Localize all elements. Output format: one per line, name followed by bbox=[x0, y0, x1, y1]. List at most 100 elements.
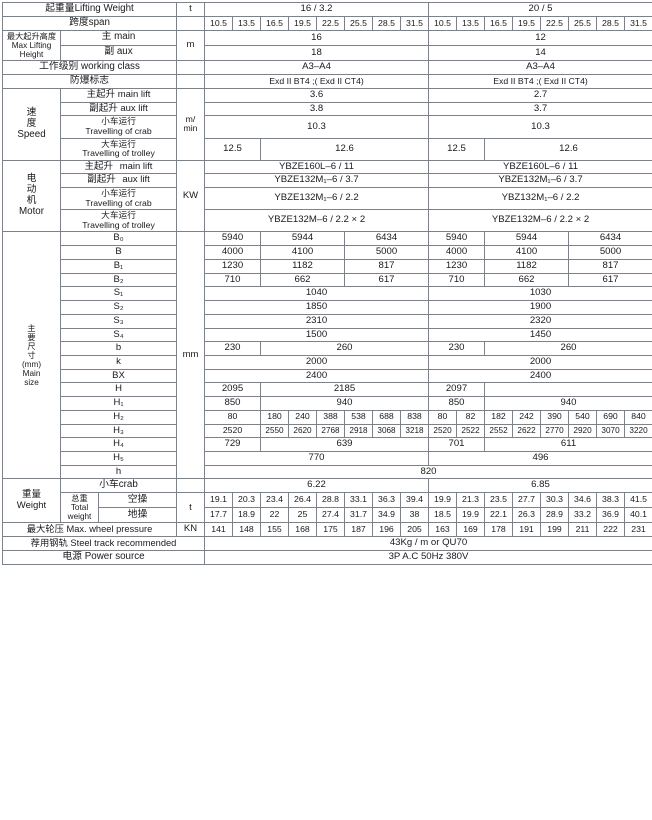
unit-crab bbox=[177, 479, 205, 493]
table-row-motor-aux-lift: 副起升 aux lift YBZE132M₁–6 / 3.7 YBZE132M₁… bbox=[3, 174, 652, 188]
value-H-a1: 2095 bbox=[205, 383, 261, 397]
value-H5-b: 496 bbox=[429, 451, 652, 465]
value-B2-a3: 617 bbox=[345, 273, 429, 287]
span-value: 13.5 bbox=[457, 16, 485, 30]
value-wheel-pressure: 187 bbox=[345, 523, 373, 537]
label-max-lifting-height-cn: 最大起升高度 bbox=[3, 32, 60, 41]
value-weight-empty: 30.3 bbox=[541, 493, 569, 508]
label-steel-track: 荐用钢轨 Steel track recommended bbox=[3, 537, 205, 551]
value-B0-a1: 5940 bbox=[205, 232, 261, 246]
value-weight-ground: 18.5 bbox=[429, 508, 457, 523]
value-wheel-pressure: 148 bbox=[233, 523, 261, 537]
value-wheel-pressure: 163 bbox=[429, 523, 457, 537]
value-working-class-b: A3–A4 bbox=[429, 60, 652, 74]
label-wheel-pressure: 最大轮压 Max. wheel pressure bbox=[3, 523, 177, 537]
value-H-b1: 2097 bbox=[429, 383, 485, 397]
value-motor-main-a: YBZE160L–6 / 11 bbox=[205, 160, 429, 174]
label-motor-en: Motor bbox=[3, 207, 60, 218]
label-main-size-mm: (mm) bbox=[3, 360, 60, 369]
value-H2: 80 bbox=[429, 410, 457, 424]
value-H3: 3220 bbox=[625, 424, 652, 438]
value-weight-ground: 34.9 bbox=[373, 508, 401, 523]
value-H3: 2622 bbox=[513, 424, 541, 438]
value-weight-ground: 33.2 bbox=[569, 508, 597, 523]
value-h: 820 bbox=[205, 465, 652, 479]
value-H2: 80 bbox=[205, 410, 261, 424]
table-row-steel-track: 荐用钢轨 Steel track recommended 43Kg / m or… bbox=[3, 537, 652, 551]
value-speed-main-b: 2.7 bbox=[429, 88, 652, 102]
value-weight-empty: 23.4 bbox=[261, 493, 289, 508]
label-dim-S4: S₄ bbox=[61, 328, 177, 342]
label-motor-main-cn: 主起升 bbox=[85, 161, 114, 172]
label-main-size-cn1: 主 bbox=[3, 324, 60, 333]
value-H3: 2920 bbox=[569, 424, 597, 438]
value-wheel-pressure: 155 bbox=[261, 523, 289, 537]
value-B1-b1: 1230 bbox=[429, 259, 485, 273]
unit-working-class bbox=[177, 60, 205, 74]
table-row-H3: H₃ 2520 2550 2620 2768 2918 3068 3218 25… bbox=[3, 424, 652, 438]
value-S2-b: 1900 bbox=[429, 301, 652, 315]
unit-mm: mm bbox=[177, 232, 205, 479]
label-speed-trolley-en: Travelling of trolley bbox=[61, 149, 176, 159]
label-dim-H3: H₃ bbox=[61, 424, 177, 438]
value-weight-empty: 34.6 bbox=[569, 493, 597, 508]
value-B1-a1: 1230 bbox=[205, 259, 261, 273]
table-row-ex-mark: 防爆标志 Exd II BT4 ;( Exd II CT4) Exd II BT… bbox=[3, 74, 652, 88]
label-motor-trolley-en: Travelling of trolley bbox=[61, 221, 176, 231]
unit-weight-t: t bbox=[177, 493, 205, 523]
value-H2: 840 bbox=[625, 410, 652, 424]
table-row-S1: S₁ 1040 1030 bbox=[3, 287, 652, 301]
value-H2: 390 bbox=[541, 410, 569, 424]
value-weight-empty: 19.9 bbox=[429, 493, 457, 508]
label-speed-trolley: 大车运行 Travelling of trolley bbox=[61, 138, 177, 160]
label-speed-aux-lift: 副起升 aux lift bbox=[61, 102, 177, 116]
value-H1-b2: 940 bbox=[485, 397, 652, 411]
value-weight-ground: 19.9 bbox=[457, 508, 485, 523]
value-S1-a: 1040 bbox=[205, 287, 429, 301]
table-row-max-height-aux: 副 aux 18 14 bbox=[3, 45, 652, 60]
value-B2-b3: 617 bbox=[569, 273, 652, 287]
value-power-source: 3P A.C 50Hz 380V bbox=[205, 550, 652, 564]
span-value: 10.5 bbox=[205, 16, 233, 30]
value-BX-b: 2400 bbox=[429, 369, 652, 383]
value-weight-ground: 31.7 bbox=[345, 508, 373, 523]
label-weight: 重量 Weight bbox=[3, 479, 61, 523]
table-row-B1: B₁ 1230 1182 817 1230 1182 817 bbox=[3, 259, 652, 273]
table-row-B0: 主 要 尺 寸 (mm) Main size B₀ mm 5940 5944 6… bbox=[3, 232, 652, 246]
label-dim-H: H bbox=[61, 383, 177, 397]
label-motor-crab-en: Travelling of crab bbox=[61, 199, 176, 209]
table-row-H1: H₁ 850 940 850 940 bbox=[3, 397, 652, 411]
label-speed-crab-en: Travelling of crab bbox=[61, 127, 176, 137]
value-speed-crab-b: 10.3 bbox=[429, 116, 652, 138]
label-motor-aux-cn: 副起升 bbox=[87, 174, 116, 185]
value-b-b1: 230 bbox=[429, 342, 485, 356]
label-speed-crab: 小车运行 Travelling of crab bbox=[61, 116, 177, 138]
label-main-size: 主 要 尺 寸 (mm) Main size bbox=[3, 232, 61, 479]
value-S1-b: 1030 bbox=[429, 287, 652, 301]
table-row-speed-crab: 小车运行 Travelling of crab 10.3 10.3 bbox=[3, 116, 652, 138]
span-value: 13.5 bbox=[233, 16, 261, 30]
label-max-lifting-height: 最大起升高度 Max Lifting Height bbox=[3, 30, 61, 60]
table-row-lifting-weight: 起重量Lifting Weight t 16 / 3.2 20 / 5 bbox=[3, 3, 652, 17]
value-weight-empty: 20.3 bbox=[233, 493, 261, 508]
unit-wheel-pressure: KN bbox=[177, 523, 205, 537]
value-ex-mark-a: Exd II BT4 ;( Exd II CT4) bbox=[205, 74, 429, 88]
label-max-lifting-height-en1: Max Lifting bbox=[3, 41, 60, 50]
value-B1-b3: 817 bbox=[569, 259, 652, 273]
table-row-motor-crab: 小车运行 Travelling of crab YBZE132M₁–6 / 2.… bbox=[3, 188, 652, 210]
label-dim-H2: H₂ bbox=[61, 410, 177, 424]
value-weight-empty: 36.3 bbox=[373, 493, 401, 508]
value-lifting-weight-a: 16 / 3.2 bbox=[205, 3, 429, 17]
value-wheel-pressure: 191 bbox=[513, 523, 541, 537]
value-B0-b3: 6434 bbox=[569, 232, 652, 246]
span-value: 28.5 bbox=[597, 16, 625, 30]
value-H4-b1: 701 bbox=[429, 438, 485, 452]
value-speed-trolley-b1: 12.5 bbox=[429, 138, 485, 160]
label-dim-S1: S₁ bbox=[61, 287, 177, 301]
value-H4-a1: 729 bbox=[205, 438, 261, 452]
value-weight-empty: 33.1 bbox=[345, 493, 373, 508]
value-weight-empty: 23.5 bbox=[485, 493, 513, 508]
table-row-power-source: 电源 Power source 3P A.C 50Hz 380V bbox=[3, 550, 652, 564]
value-weight-empty: 39.4 bbox=[401, 493, 429, 508]
value-B0-a2: 5944 bbox=[261, 232, 345, 246]
